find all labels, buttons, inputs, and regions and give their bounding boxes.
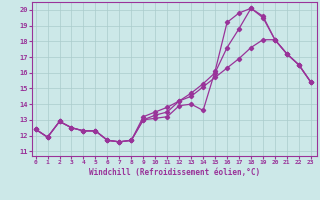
- X-axis label: Windchill (Refroidissement éolien,°C): Windchill (Refroidissement éolien,°C): [89, 168, 260, 177]
